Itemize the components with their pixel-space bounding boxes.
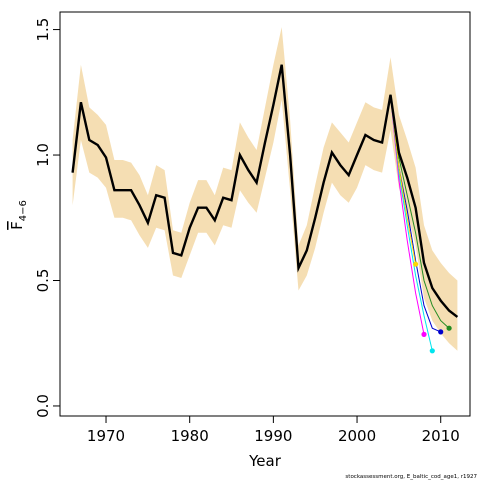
x-tick-label: 2000 [338,427,376,445]
y-axis-title: F4−6 [8,200,29,230]
retro-endpoint-5 [446,325,452,331]
x-axis: 1970 1980 1990 2000 2010 [87,415,460,445]
x-tick-label: 1990 [254,427,292,445]
x-axis-title: Year [248,452,282,470]
retro-endpoint-4 [413,261,419,267]
y-tick-label: 0.0 [34,394,52,418]
retro-endpoint-1 [421,331,427,337]
y-tick-label: 1.5 [34,18,52,42]
retrospective-endpoints [413,261,452,354]
x-tick-label: 1970 [87,427,125,445]
footnote: stockassessment.org, E_baltic_cod_age1, … [345,474,477,480]
y-tick-label-group: 1.5 [34,18,52,42]
y-axis-title-main: F [8,221,26,230]
y-tick-label: 0.5 [34,269,52,293]
retro-endpoint-2 [429,348,435,354]
retro-endpoint-3 [438,329,444,335]
y-tick-label: 1.0 [34,143,52,167]
x-tick-label: 2010 [422,427,460,445]
x-tick-label: 1980 [171,427,209,445]
y-tick-label-group: 1.0 [34,143,52,167]
y-axis: 0.0 0.5 1.0 1.5 [34,18,61,418]
y-axis-title-subscript: 4−6 [18,200,29,221]
estimate-line [71,64,459,318]
y-tick-label-group: 0.5 [34,269,52,293]
y-tick-label-group: 0.0 [34,394,52,418]
svg-text:F4−6: F4−6 [8,200,29,230]
plot-area [71,27,459,354]
